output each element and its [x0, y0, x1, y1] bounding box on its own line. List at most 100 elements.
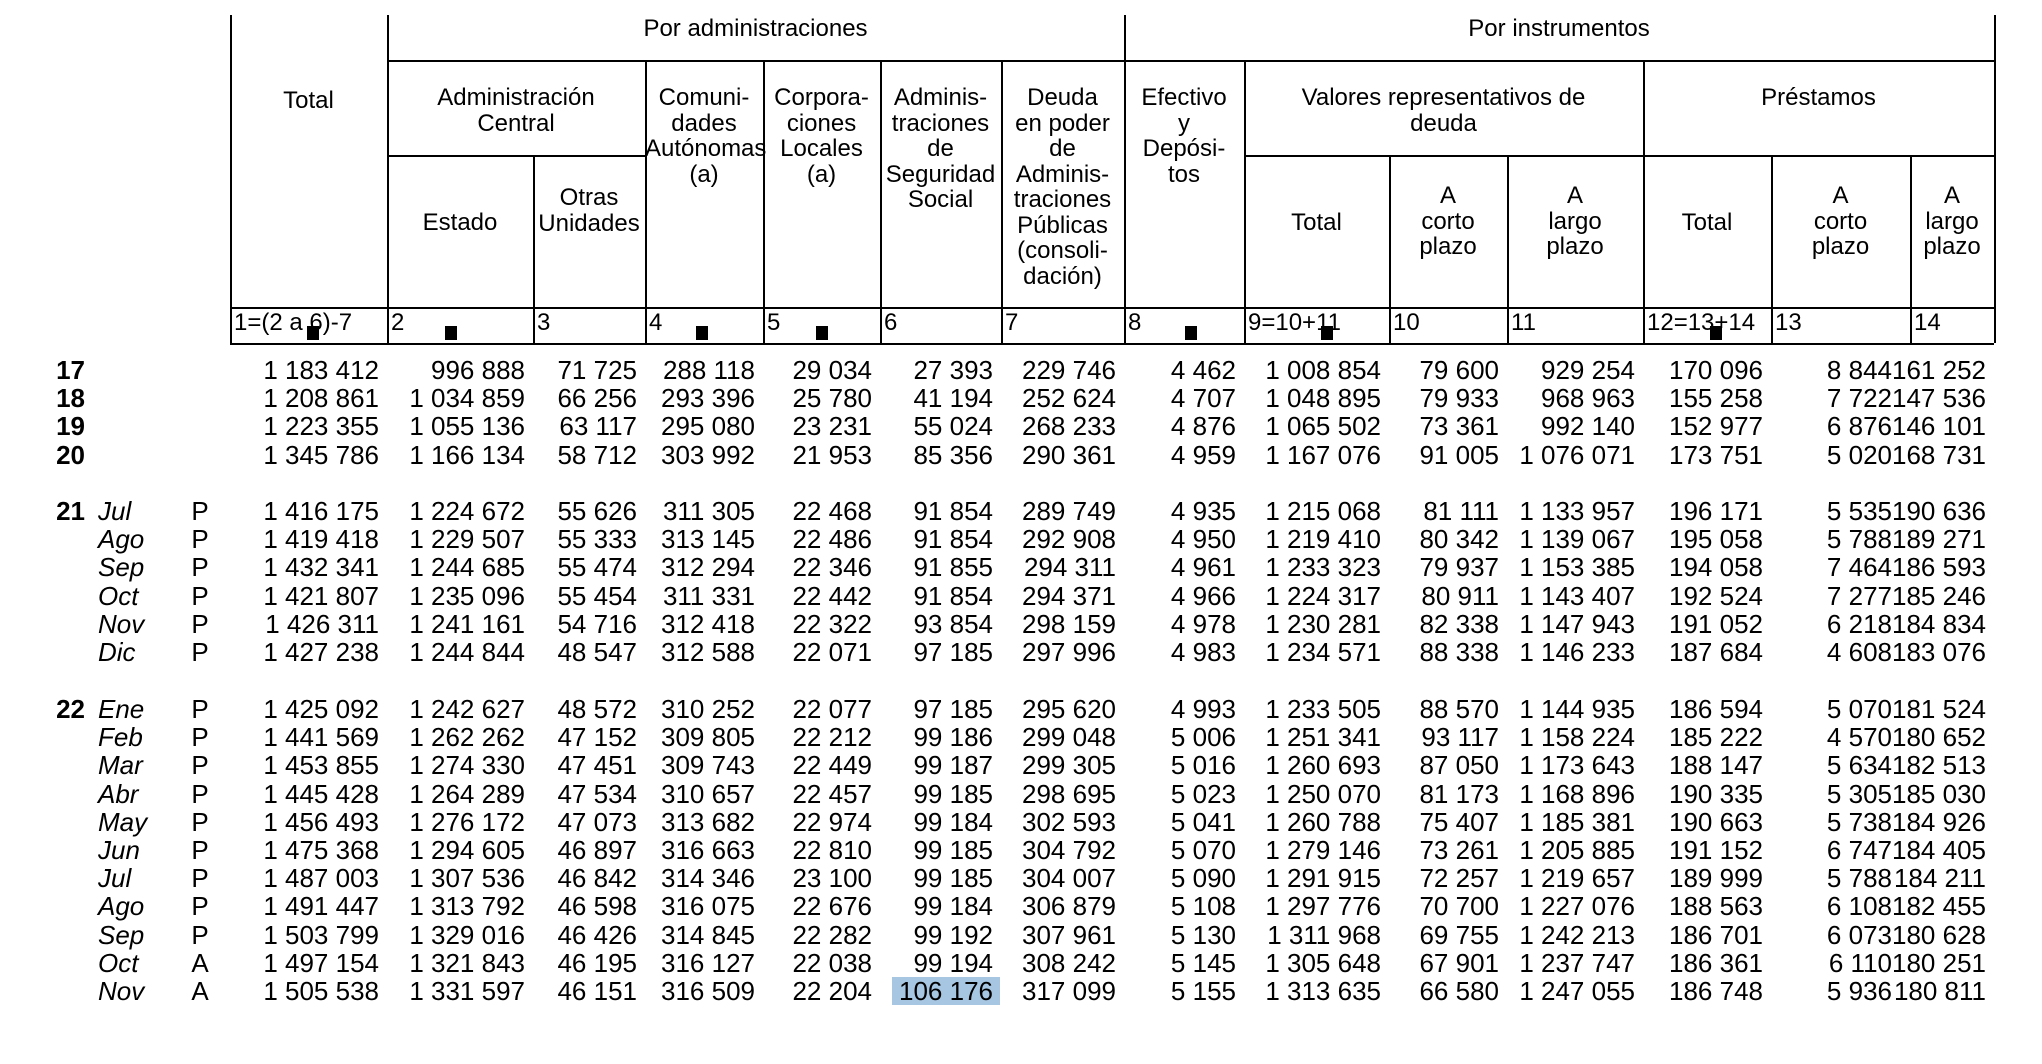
table-cell: 46 426 [557, 920, 637, 950]
series-link-marker-icon[interactable] [1185, 326, 1197, 340]
table-cell: 196 171 [1669, 496, 1763, 526]
table-cell: 1 034 859 [409, 383, 525, 413]
table-cell: 22 974 [792, 807, 872, 837]
header-valores-deuda: Valores representativos de deuda [1301, 84, 1586, 137]
table-cell: 1 425 092 [263, 694, 379, 724]
table-cell: 308 242 [1022, 948, 1116, 978]
table-cell: 1 229 507 [409, 524, 525, 554]
row-month-label: Jun [98, 835, 140, 865]
table-row: Abr P 1 445 428 1 264 289 47 534 310 657 22 45… [0, 780, 2042, 808]
table-cell: 303 992 [661, 440, 755, 470]
table-cell: 155 258 [1669, 383, 1763, 413]
table-cell: 1 048 895 [1265, 383, 1381, 413]
table-cell: 1 133 957 [1519, 496, 1635, 526]
series-link-marker-icon[interactable] [1710, 326, 1722, 340]
table-cell: 55 024 [913, 411, 993, 441]
table-cell: 297 996 [1022, 637, 1116, 667]
table-cell: 182 513 [1892, 750, 1986, 780]
table-row: Jul P 1 487 003 1 307 536 46 842 314 346 23 10… [0, 864, 2042, 892]
series-link-marker-icon[interactable] [696, 326, 708, 340]
table-cell: 79 933 [1419, 383, 1499, 413]
row-month-label: Abr [98, 779, 139, 809]
grid-line-v [1643, 60, 1645, 343]
row-month-label: May [98, 807, 148, 837]
table-cell: 5 020 [1826, 440, 1892, 470]
table-cell: 186 593 [1892, 552, 1986, 582]
table-cell: 1 262 262 [409, 722, 525, 752]
table-cell: 311 331 [662, 581, 755, 611]
table-cell: 182 455 [1892, 891, 1986, 921]
row-month-label: Oct [98, 948, 139, 978]
table-cell: 5 130 [1170, 920, 1236, 950]
table-cell: 152 977 [1669, 411, 1763, 441]
row-status-label: P [191, 524, 209, 554]
table-cell: 1 167 076 [1265, 440, 1381, 470]
table-cell: 992 140 [1541, 411, 1635, 441]
table-cell: 58 712 [557, 440, 637, 470]
row-month-label: Feb [98, 722, 143, 752]
table-cell: 22 449 [792, 750, 872, 780]
series-link-marker-icon[interactable] [445, 326, 457, 340]
table-cell: 22 486 [792, 524, 872, 554]
table-cell: 1 251 341 [1265, 722, 1381, 752]
table-cell: 1 426 311 [265, 609, 379, 639]
table-cell: 312 418 [661, 609, 755, 639]
table-cell: 304 007 [1022, 863, 1116, 893]
table-cell: 310 252 [661, 694, 755, 724]
table-cell: 188 563 [1669, 891, 1763, 921]
table-cell: 147 536 [1892, 383, 1986, 413]
table-cell: 81 173 [1419, 779, 1499, 809]
column-number: 1=(2 a 6)-7 [234, 309, 353, 336]
table-cell: 1 055 136 [409, 411, 525, 441]
table-cell: 293 396 [661, 383, 755, 413]
table-cell: 1 235 096 [409, 581, 525, 611]
table-row: Nov P 1 426 311 1 241 161 54 716 312 418 22 32… [0, 610, 2042, 638]
table-cell: 91 854 [913, 524, 993, 554]
table-cell: 7 722 [1826, 383, 1892, 413]
column-number: 7 [1005, 309, 1019, 336]
grid-line-h [387, 60, 1994, 62]
table-cell: 91 854 [913, 496, 993, 526]
table-cell: 161 252 [1892, 355, 1986, 385]
table-cell: 99 184 [913, 807, 993, 837]
table-cell: 5 634 [1826, 750, 1892, 780]
table-cell: 5 041 [1170, 807, 1236, 837]
table-cell: 309 805 [661, 722, 755, 752]
series-link-marker-icon[interactable] [816, 326, 828, 340]
table-cell: 1 147 943 [1519, 609, 1635, 639]
table-cell: 21 953 [792, 440, 872, 470]
grid-line-h [1244, 155, 1994, 157]
table-cell: 1 432 341 [263, 552, 379, 582]
table-cell: 27 393 [913, 355, 993, 385]
table-cell: 268 233 [1022, 411, 1116, 441]
table-cell: 294 311 [1023, 552, 1116, 582]
table-row: 18 1 208 861 1 034 859 66 256 293 396 25 780 4… [0, 384, 2042, 412]
table-cell: 1 230 281 [1265, 609, 1381, 639]
table-cell: 99 184 [913, 891, 993, 921]
series-link-marker-icon[interactable] [307, 326, 319, 340]
table-cell: 1 260 788 [1265, 807, 1381, 837]
table-cell: 1 242 627 [409, 694, 525, 724]
header-valores-largo-plazo: A largo plazo [1546, 182, 1604, 260]
grid-line-v [533, 155, 535, 343]
row-month-label: Mar [98, 750, 143, 780]
table-cell: 88 570 [1419, 694, 1499, 724]
table-cell: 1 456 493 [263, 807, 379, 837]
table-cell: 294 371 [1022, 581, 1116, 611]
table-cell: 6 747 [1826, 835, 1892, 865]
series-link-marker-icon[interactable] [1321, 326, 1333, 340]
table-cell: 1 311 968 [1267, 920, 1381, 950]
table-cell: 1 421 807 [263, 581, 379, 611]
table-cell: 313 145 [661, 524, 755, 554]
table-row: Oct A 1 497 154 1 321 843 46 195 316 127 22 03… [0, 949, 2042, 977]
row-status-label: P [191, 891, 209, 921]
column-number: 12=13+14 [1647, 309, 1756, 336]
table-cell: 1 305 648 [1265, 948, 1381, 978]
table-cell: 22 212 [792, 722, 872, 752]
table-cell: 4 978 [1170, 609, 1236, 639]
table-cell: 79 600 [1419, 355, 1499, 385]
table-cell: 48 572 [557, 694, 637, 724]
header-total: Total [283, 87, 334, 114]
table-cell: 1 153 385 [1519, 552, 1635, 582]
